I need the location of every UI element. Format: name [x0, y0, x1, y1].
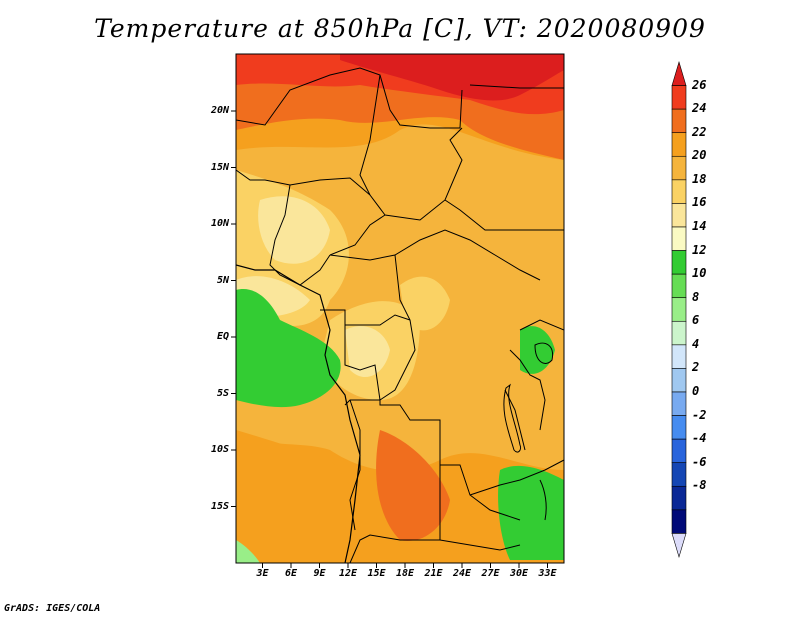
- colorbar-segment: [671, 250, 687, 275]
- colorbar-label: 12: [692, 242, 707, 257]
- colorbar-segment: [671, 179, 687, 204]
- colorbar-segment: [671, 438, 687, 464]
- colorbar-label: 2: [692, 360, 700, 375]
- colorbar-segment: [671, 155, 687, 181]
- lon-label: 27E: [481, 568, 500, 579]
- colorbar-label: 24: [692, 101, 707, 116]
- grads-credit: GrADS: IGES/COLA: [4, 603, 101, 614]
- colorbar-label: 4: [692, 336, 700, 351]
- lat-label: 15N: [210, 161, 229, 173]
- latitude-ticks: [231, 110, 236, 507]
- colorbar-label: 6: [692, 313, 700, 328]
- colorbar-label: 10: [692, 266, 707, 281]
- colorbar-segment: [671, 132, 687, 157]
- colorbar-label: 14: [692, 219, 707, 233]
- colorbar-segment: [671, 60, 687, 86]
- colorbar-label: 22: [692, 124, 707, 139]
- lat-label: EQ: [216, 331, 229, 342]
- colorbar-segment: [671, 344, 687, 369]
- country-borders: [236, 67, 564, 563]
- colorbar-label: -2: [692, 407, 707, 422]
- lon-label: 3E: [256, 568, 269, 579]
- colorbar-segment: [671, 368, 687, 393]
- lon-label: 21E: [424, 568, 443, 579]
- lon-label: 18E: [395, 568, 415, 579]
- lat-label: 5S: [216, 387, 229, 399]
- colorbar-label: 8: [692, 289, 700, 304]
- lon-label: 33E: [538, 568, 557, 579]
- colorbar-label: -8: [692, 478, 707, 493]
- lake-malawi: [539, 479, 547, 521]
- lon-label: 15E: [367, 568, 386, 579]
- colorbar-segment: [671, 320, 687, 346]
- lake-victoria: [534, 342, 554, 364]
- lat-label: 5N: [216, 274, 229, 286]
- colorbar-segment: [671, 203, 687, 228]
- lon-label: 12E: [338, 568, 358, 579]
- colorbar-segment: [671, 509, 687, 534]
- colorbar-segment: [671, 85, 687, 110]
- colorbar-label: -6: [692, 454, 707, 469]
- map-frame: [235, 53, 565, 564]
- lat-label: 20N: [210, 105, 229, 116]
- lat-label: 10N: [210, 218, 229, 229]
- lake-tanganyika: [503, 383, 521, 453]
- colorbar-label: -4: [692, 431, 707, 446]
- colorbar-segment: [671, 533, 687, 559]
- lat-label: 15S: [210, 500, 229, 512]
- colorbar-segment: [671, 297, 687, 322]
- lon-label: 6E: [284, 568, 298, 579]
- colorbar-label: 16: [692, 195, 707, 210]
- colorbar-segment: [671, 415, 687, 440]
- colorbar-label: 26: [692, 77, 707, 92]
- colorbar-segment: [671, 485, 687, 511]
- temperature-field: [236, 54, 564, 563]
- lon-label: 24E: [452, 568, 472, 579]
- colorbar: [671, 60, 687, 559]
- map-title: Temperature at 850hPa [C], VT: 202008090…: [94, 14, 706, 43]
- colorbar-segment: [671, 273, 687, 299]
- coastline: [236, 264, 361, 563]
- colorbar-segment: [671, 391, 687, 416]
- colorbar-label: 18: [692, 171, 707, 186]
- longitude-ticks: [262, 563, 548, 568]
- colorbar-label: 0: [692, 384, 700, 398]
- colorbar-segment: [671, 462, 687, 487]
- lon-label: 30E: [509, 568, 529, 579]
- colorbar-label: 20: [692, 148, 707, 163]
- lat-label: 10S: [210, 444, 229, 455]
- colorbar-segment: [671, 108, 687, 134]
- lon-label: 9E: [313, 568, 326, 579]
- colorbar-segment: [671, 226, 687, 251]
